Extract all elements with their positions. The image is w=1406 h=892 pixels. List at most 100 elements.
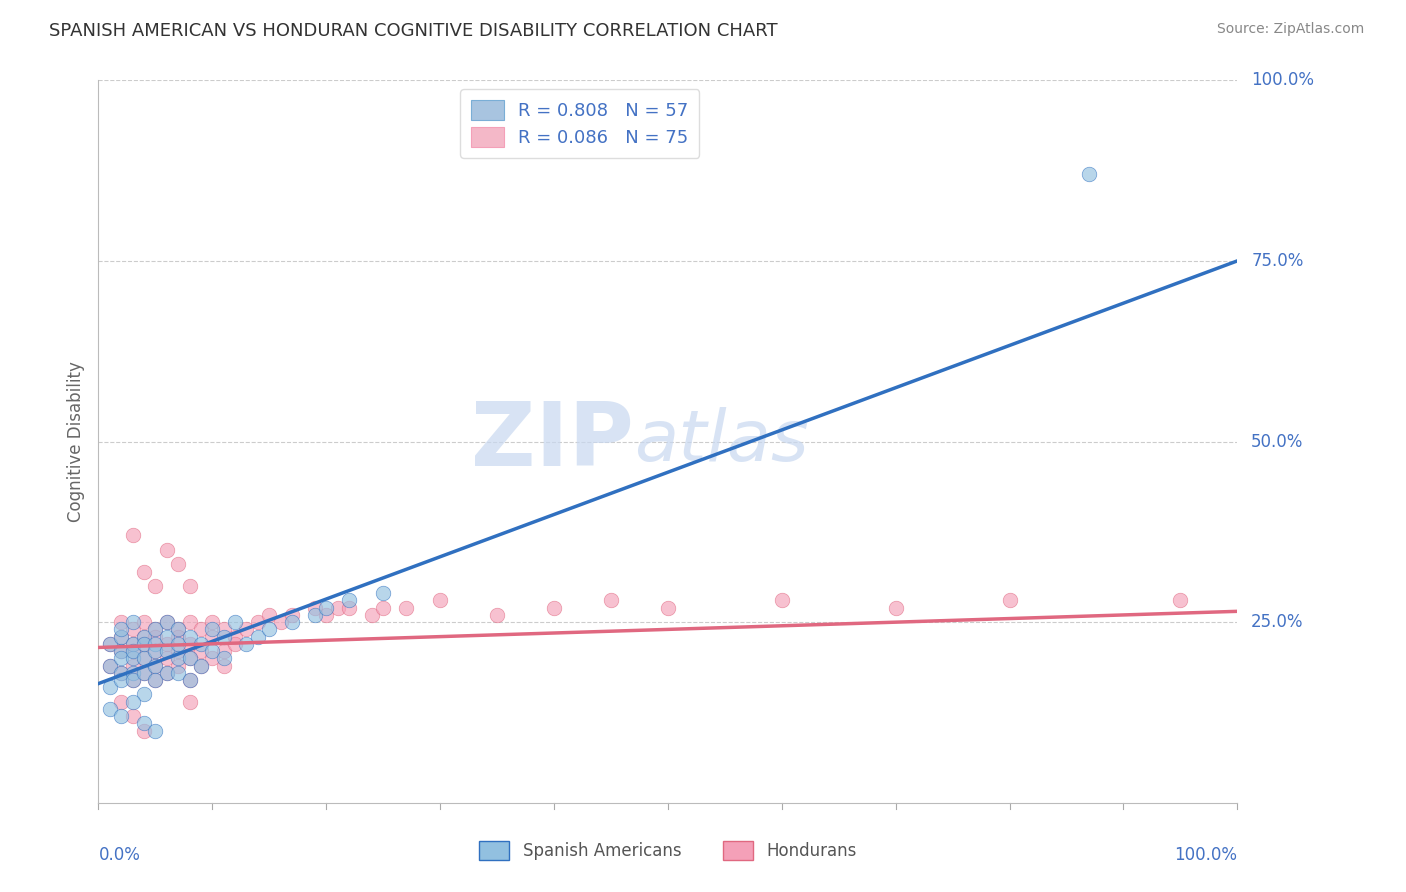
Point xyxy=(145,579,167,593)
Point xyxy=(190,658,212,673)
Point xyxy=(132,723,155,738)
Point xyxy=(201,644,224,658)
Point xyxy=(212,658,235,673)
Point xyxy=(132,565,155,579)
Point xyxy=(145,623,167,637)
Point xyxy=(315,600,337,615)
Text: 75.0%: 75.0% xyxy=(1251,252,1303,270)
Point xyxy=(145,673,167,687)
Point xyxy=(259,623,281,637)
Point xyxy=(167,558,190,572)
Point xyxy=(486,607,509,622)
Point xyxy=(121,637,143,651)
Point xyxy=(98,637,121,651)
Point xyxy=(201,615,224,630)
Point xyxy=(179,637,201,651)
Point xyxy=(132,687,155,701)
Point xyxy=(304,607,326,622)
Text: 50.0%: 50.0% xyxy=(1251,433,1303,450)
Point xyxy=(212,644,235,658)
Point xyxy=(167,658,190,673)
Point xyxy=(600,593,623,607)
Point xyxy=(121,644,143,658)
Point xyxy=(121,673,143,687)
Point xyxy=(110,665,132,680)
Point xyxy=(132,716,155,731)
Point xyxy=(121,709,143,723)
Point xyxy=(179,651,201,665)
Point xyxy=(235,637,257,651)
Point xyxy=(371,600,394,615)
Point xyxy=(121,651,143,665)
Point xyxy=(156,637,179,651)
Point xyxy=(110,644,132,658)
Point xyxy=(145,658,167,673)
Point xyxy=(110,623,132,637)
Point xyxy=(179,579,201,593)
Point xyxy=(304,600,326,615)
Point xyxy=(156,644,179,658)
Point xyxy=(360,607,382,622)
Point xyxy=(145,630,167,644)
Point xyxy=(110,615,132,630)
Point xyxy=(132,630,155,644)
Point xyxy=(201,623,224,637)
Point xyxy=(110,644,132,658)
Point xyxy=(98,702,121,716)
Text: 0.0%: 0.0% xyxy=(98,847,141,864)
Point xyxy=(179,651,201,665)
Point xyxy=(98,637,121,651)
Point xyxy=(121,673,143,687)
Point xyxy=(270,615,292,630)
Point xyxy=(167,637,190,651)
Point xyxy=(201,651,224,665)
Point xyxy=(190,623,212,637)
Point xyxy=(132,651,155,665)
Point xyxy=(132,637,155,651)
Point xyxy=(132,665,155,680)
Point xyxy=(145,723,167,738)
Point xyxy=(167,630,190,644)
Text: 25.0%: 25.0% xyxy=(1251,613,1303,632)
Point xyxy=(281,615,304,630)
Point xyxy=(145,644,167,658)
Point xyxy=(121,637,143,651)
Point xyxy=(156,615,179,630)
Point xyxy=(179,615,201,630)
Point xyxy=(167,665,190,680)
Text: SPANISH AMERICAN VS HONDURAN COGNITIVE DISABILITY CORRELATION CHART: SPANISH AMERICAN VS HONDURAN COGNITIVE D… xyxy=(49,22,778,40)
Point xyxy=(156,665,179,680)
Point xyxy=(259,607,281,622)
Point xyxy=(156,615,179,630)
Point xyxy=(121,615,143,630)
Point xyxy=(145,673,167,687)
Point xyxy=(224,615,246,630)
Point xyxy=(145,644,167,658)
Point xyxy=(121,644,143,658)
Point xyxy=(121,528,143,542)
Point xyxy=(98,658,121,673)
Point xyxy=(190,644,212,658)
Point xyxy=(145,658,167,673)
Point xyxy=(167,623,190,637)
Y-axis label: Cognitive Disability: Cognitive Disability xyxy=(66,361,84,522)
Point xyxy=(132,651,155,665)
Point xyxy=(315,607,337,622)
Point xyxy=(190,658,212,673)
Point xyxy=(884,600,907,615)
Point xyxy=(156,665,179,680)
Point xyxy=(246,615,269,630)
Point xyxy=(212,651,235,665)
Point xyxy=(179,695,201,709)
Point xyxy=(110,695,132,709)
Point xyxy=(145,623,167,637)
Point xyxy=(224,637,246,651)
Point xyxy=(167,651,190,665)
Point xyxy=(167,644,190,658)
Point xyxy=(212,630,235,644)
Point xyxy=(337,593,360,607)
Point xyxy=(121,695,143,709)
Point xyxy=(110,673,132,687)
Point xyxy=(179,630,201,644)
Point xyxy=(132,615,155,630)
